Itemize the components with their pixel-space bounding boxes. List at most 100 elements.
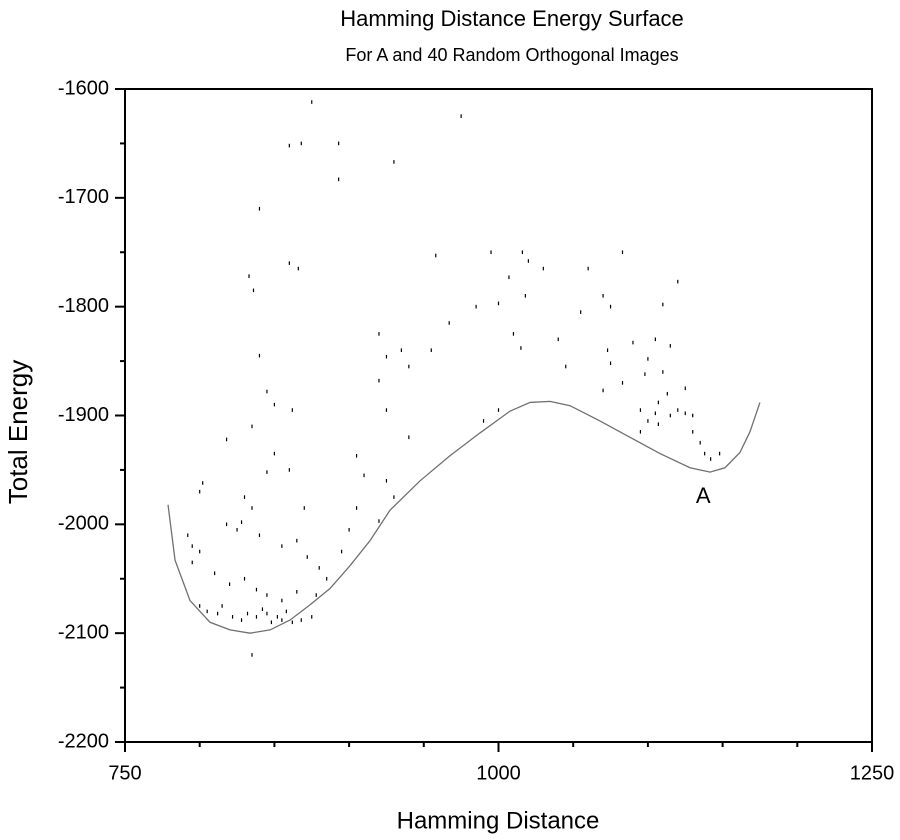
x-axis-label: Hamming Distance — [397, 807, 600, 834]
point — [385, 479, 388, 483]
point — [704, 451, 706, 456]
point — [662, 370, 664, 374]
point — [385, 408, 388, 412]
point — [666, 391, 668, 396]
point — [231, 615, 234, 619]
point — [300, 618, 302, 622]
point — [273, 451, 275, 456]
point — [338, 177, 340, 182]
point — [217, 611, 219, 616]
y-tick-label: -1800 — [58, 295, 109, 317]
point — [315, 593, 317, 597]
point — [497, 301, 500, 306]
point — [657, 400, 659, 405]
point — [606, 348, 609, 352]
point — [609, 304, 612, 309]
point — [225, 522, 228, 527]
point — [669, 413, 671, 418]
point — [273, 402, 275, 407]
point — [251, 653, 253, 657]
point — [228, 582, 231, 586]
point — [647, 419, 649, 423]
point — [311, 615, 313, 619]
point — [318, 566, 320, 570]
point — [300, 141, 302, 146]
point — [662, 302, 664, 307]
point — [385, 354, 388, 359]
point — [311, 100, 313, 104]
point — [639, 408, 642, 412]
point — [400, 348, 402, 352]
point — [251, 506, 253, 510]
point — [524, 293, 526, 298]
point — [657, 422, 659, 427]
point — [527, 259, 529, 263]
point — [508, 275, 510, 280]
point — [297, 266, 299, 271]
point — [408, 435, 410, 440]
point — [654, 411, 656, 416]
point — [621, 381, 624, 385]
point — [557, 337, 559, 342]
point — [255, 615, 258, 619]
point — [609, 361, 612, 366]
point — [202, 481, 204, 485]
point — [276, 615, 278, 619]
point — [378, 519, 380, 523]
point — [296, 538, 298, 543]
point — [639, 430, 642, 434]
point — [246, 611, 249, 616]
point — [221, 604, 223, 608]
point — [520, 346, 522, 350]
point — [621, 250, 624, 255]
point — [248, 274, 250, 278]
point — [521, 250, 524, 255]
point — [240, 618, 243, 622]
point — [430, 348, 432, 352]
y-axis-label: Total Energy — [3, 360, 33, 505]
point — [252, 288, 255, 293]
point — [654, 337, 656, 342]
point — [243, 495, 246, 499]
point — [266, 593, 268, 597]
point — [482, 419, 485, 423]
y-tick-label: -2100 — [58, 621, 109, 643]
point — [408, 364, 410, 369]
point — [236, 527, 238, 532]
point — [266, 611, 268, 616]
point — [288, 143, 290, 148]
point — [565, 364, 567, 369]
point — [684, 386, 686, 391]
point — [355, 506, 358, 510]
point — [191, 544, 193, 548]
x-tick-label: 1000 — [476, 762, 521, 784]
point — [338, 141, 340, 146]
point — [490, 250, 492, 255]
point — [677, 279, 679, 284]
point — [243, 576, 246, 581]
point — [677, 408, 679, 412]
point — [199, 604, 201, 608]
point — [692, 413, 694, 418]
point — [261, 607, 264, 612]
x-tick-label: 750 — [108, 762, 141, 784]
point — [240, 520, 243, 524]
point — [363, 473, 365, 478]
point — [460, 114, 462, 119]
energy-curve — [167, 400, 761, 634]
point — [348, 527, 350, 532]
point — [281, 618, 283, 622]
point — [448, 321, 450, 325]
point — [475, 304, 477, 309]
point — [288, 261, 290, 265]
plot-frame — [124, 88, 873, 743]
point — [258, 206, 261, 211]
y-tick-label: -1600 — [58, 77, 109, 99]
point — [199, 489, 201, 494]
annotation: A — [696, 483, 711, 508]
point — [251, 424, 253, 429]
point — [285, 609, 287, 614]
point — [255, 587, 258, 592]
point — [225, 437, 228, 442]
